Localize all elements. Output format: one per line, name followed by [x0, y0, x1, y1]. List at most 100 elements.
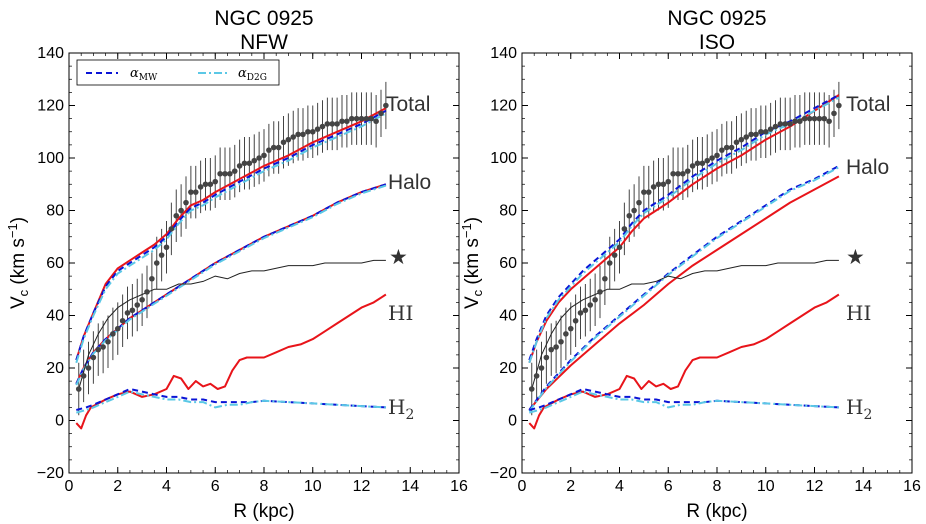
data-point — [762, 128, 769, 135]
data-point — [280, 139, 287, 146]
data-point — [621, 226, 628, 232]
data-point — [95, 346, 102, 353]
y-tick-label: 100 — [490, 150, 517, 167]
x-tick-label: 10 — [304, 478, 322, 495]
data-point — [256, 155, 262, 161]
y-tick-label: 80 — [46, 203, 64, 220]
data-point — [90, 354, 97, 361]
data-point — [665, 178, 672, 185]
data-point — [548, 346, 555, 353]
data-point — [782, 121, 789, 127]
data-point — [251, 157, 258, 164]
data-point — [558, 338, 564, 345]
data-point — [378, 110, 384, 117]
data-point — [553, 344, 559, 350]
data-point — [305, 128, 311, 135]
legend-label-d2g: αD2G — [238, 66, 267, 83]
data-point — [231, 168, 238, 174]
x-tick-label: 4 — [615, 478, 624, 495]
data-point — [597, 289, 603, 295]
data-point — [592, 296, 598, 303]
series-line — [75, 184, 387, 386]
data-point — [670, 170, 676, 177]
data-point — [285, 136, 292, 143]
data-point — [100, 344, 106, 350]
data-point — [577, 310, 584, 316]
data-point — [723, 144, 730, 151]
data-point — [689, 163, 696, 169]
x-axis-label: R (kpc) — [233, 501, 294, 522]
y-tick-label: 100 — [37, 150, 64, 167]
data-point — [329, 121, 336, 127]
data-point — [275, 144, 282, 151]
data-point — [831, 110, 837, 117]
data-point — [772, 123, 779, 130]
data-point — [222, 170, 228, 177]
data-point — [149, 275, 155, 282]
data-point — [572, 317, 579, 324]
data-point — [207, 181, 214, 188]
data-point — [261, 152, 267, 159]
data-point — [197, 184, 204, 190]
series-line — [75, 112, 387, 364]
data-point — [816, 115, 823, 122]
y-tick-label: 120 — [37, 98, 64, 115]
series-line — [75, 183, 387, 385]
data-point — [543, 354, 550, 361]
data-point — [75, 386, 82, 392]
data-point — [758, 128, 764, 135]
series-line — [529, 388, 839, 411]
data-point — [616, 244, 623, 251]
data-point — [777, 121, 784, 127]
data-point — [339, 118, 345, 125]
data-point — [567, 325, 574, 332]
data-point — [733, 139, 740, 146]
data-point — [563, 331, 569, 337]
x-tick-label: 12 — [806, 478, 824, 495]
y-tick-label: 20 — [499, 360, 517, 377]
series-line — [75, 183, 387, 385]
plot-frame — [68, 52, 460, 474]
series-line — [78, 259, 386, 390]
data-point — [743, 134, 750, 140]
data-point — [217, 170, 223, 177]
label-hi: HI — [846, 301, 871, 325]
data-point — [626, 212, 633, 219]
data-point — [314, 126, 321, 132]
series-line — [528, 94, 840, 364]
data-point — [699, 160, 706, 167]
data-point — [826, 118, 832, 125]
data-point — [680, 170, 686, 177]
data-point — [153, 260, 160, 266]
data-point — [714, 152, 720, 159]
data-point — [792, 118, 798, 125]
label-total: Total — [386, 93, 430, 116]
data-point — [168, 226, 175, 232]
label-stars: ★ — [389, 246, 408, 269]
label-halo: Halo — [388, 171, 431, 194]
label-h2: H2 — [388, 395, 414, 423]
data-point — [836, 102, 842, 109]
data-point — [85, 365, 92, 371]
data-point — [129, 307, 136, 314]
label-hi: HI — [388, 301, 413, 325]
legend: αMW αD2G — [76, 59, 280, 86]
x-tick-label: 10 — [757, 478, 775, 495]
y-tick-label: 80 — [499, 203, 517, 220]
data-point — [675, 170, 681, 177]
data-point — [787, 121, 793, 127]
data-point — [821, 115, 828, 122]
data-point — [582, 307, 589, 314]
label-stars: ★ — [846, 246, 865, 269]
y-tick-label: 140 — [37, 45, 64, 62]
plot-frame — [521, 52, 913, 474]
panel-iso: NGC 0925 ISO 0 2 4 6 8 10 12 14 16−2002040608010… — [459, 7, 921, 522]
x-tick-label: 8 — [713, 478, 722, 495]
data-point — [212, 178, 219, 185]
data-point — [114, 325, 121, 332]
data-point — [811, 115, 818, 122]
data-point — [368, 115, 375, 122]
chart-title: NGC 0925 — [214, 7, 313, 30]
